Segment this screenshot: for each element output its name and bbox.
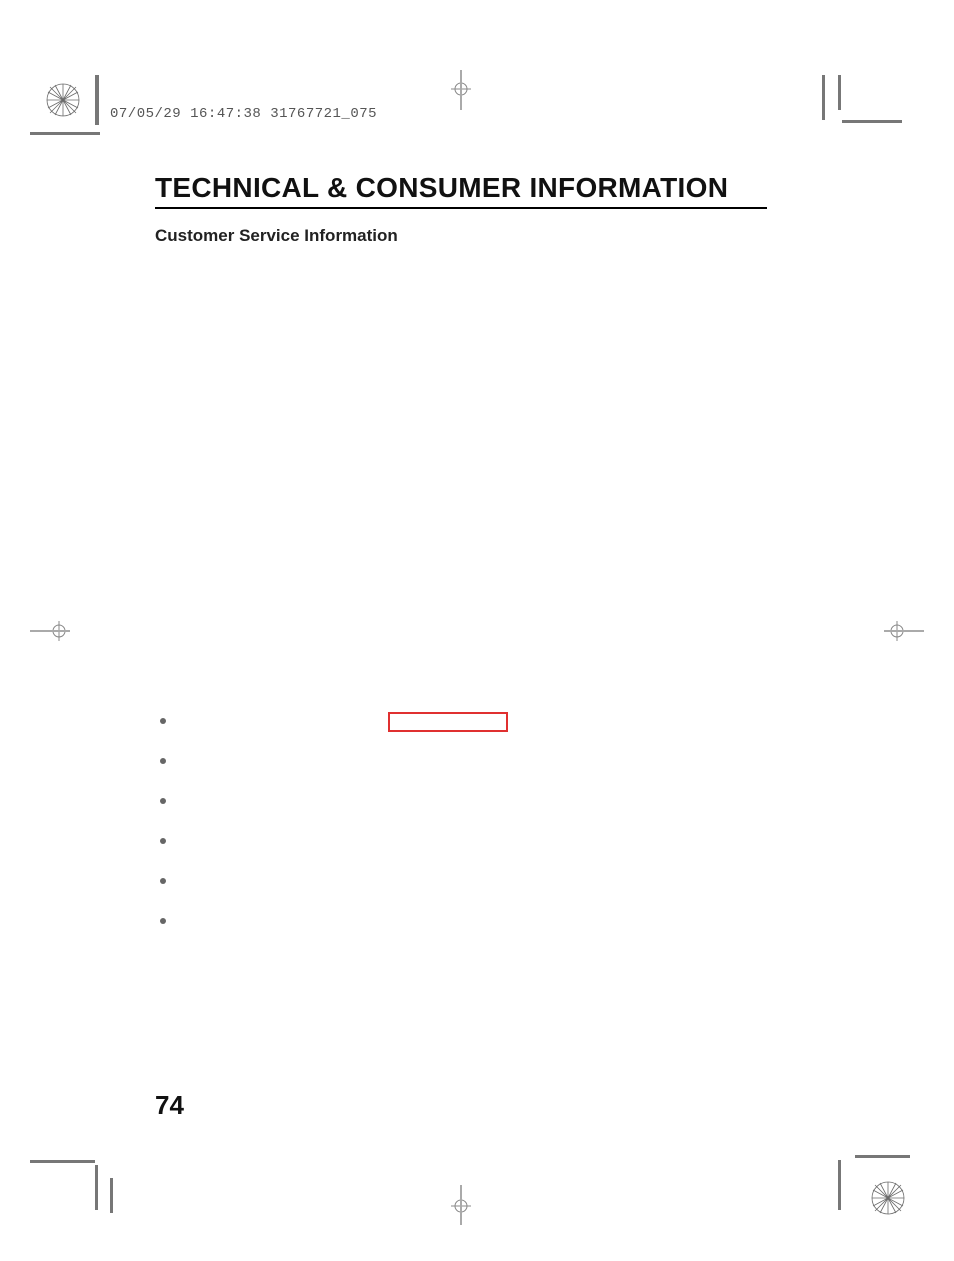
section-subheading: Customer Service Information bbox=[155, 226, 398, 246]
crop-bl-h bbox=[30, 1160, 95, 1163]
crop-ml-h bbox=[30, 630, 70, 632]
crop-tr-h bbox=[842, 120, 902, 123]
crop-tr-v2 bbox=[838, 75, 841, 110]
bullet-list bbox=[160, 718, 166, 958]
rosette-bottom-right bbox=[870, 1180, 906, 1221]
bullet-item bbox=[160, 758, 166, 764]
crop-tl-h bbox=[30, 132, 100, 135]
bullet-item bbox=[160, 798, 166, 804]
red-highlight-box bbox=[388, 712, 508, 732]
bullet-item bbox=[160, 718, 166, 724]
crop-mr-h bbox=[884, 630, 924, 632]
crop-bc-v bbox=[460, 1185, 462, 1225]
crop-br-v bbox=[838, 1160, 841, 1210]
crop-bl-v1 bbox=[95, 1165, 98, 1210]
crop-bl-v2 bbox=[110, 1178, 113, 1213]
page-root: 07/05/29 16:47:38 31767721_075 TECHNICAL… bbox=[0, 0, 954, 1261]
title-underline bbox=[155, 207, 767, 209]
page-title: TECHNICAL & CONSUMER INFORMATION bbox=[155, 172, 728, 204]
bullet-item bbox=[160, 838, 166, 844]
crop-tl-v bbox=[95, 75, 99, 125]
bullet-item bbox=[160, 878, 166, 884]
rosette-top-left bbox=[45, 82, 81, 123]
crop-tc-v bbox=[460, 70, 462, 110]
page-number: 74 bbox=[155, 1090, 184, 1121]
crop-br-h bbox=[855, 1155, 910, 1158]
crop-tr-v1 bbox=[822, 75, 825, 120]
bullet-item bbox=[160, 918, 166, 924]
print-timestamp: 07/05/29 16:47:38 31767721_075 bbox=[110, 106, 377, 122]
